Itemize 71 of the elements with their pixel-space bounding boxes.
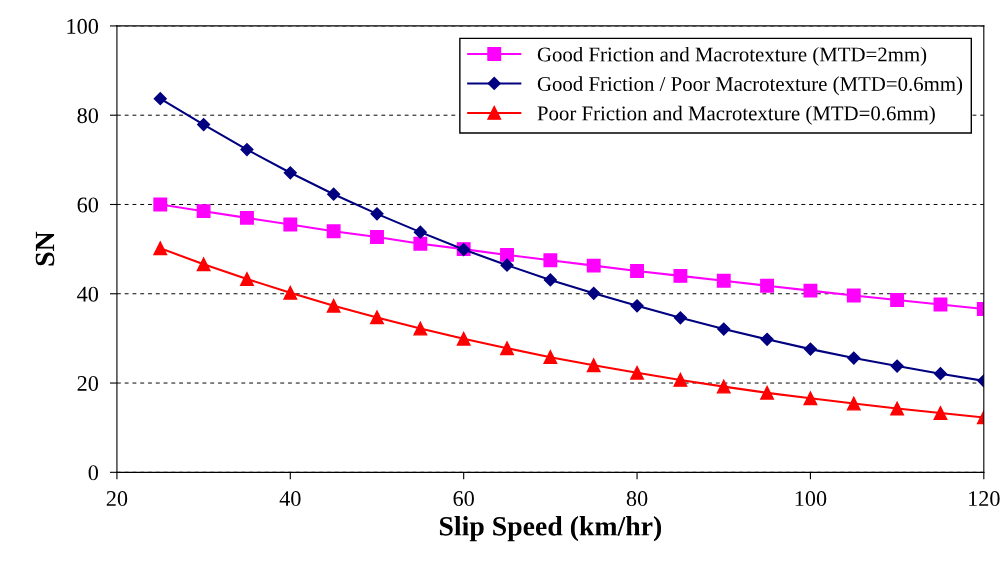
y-tick-label: 20 xyxy=(77,375,99,391)
legend-label: Good Friction and Macrotexture (MTD=2mm) xyxy=(537,46,927,66)
point xyxy=(890,359,904,373)
point xyxy=(413,225,427,239)
point xyxy=(890,401,905,416)
y-tick-label: 100 xyxy=(67,18,99,34)
point xyxy=(673,268,688,283)
point xyxy=(760,278,775,293)
point xyxy=(413,236,428,251)
point xyxy=(370,230,384,245)
point xyxy=(153,197,168,212)
point xyxy=(933,367,948,381)
point xyxy=(197,117,211,132)
point xyxy=(586,258,601,273)
point xyxy=(500,341,514,356)
y-tick-label: 60 xyxy=(77,197,99,213)
point xyxy=(933,406,948,420)
point xyxy=(673,311,687,325)
point xyxy=(716,379,731,394)
point xyxy=(630,299,644,313)
x-tick-label: 40 xyxy=(279,491,301,507)
point xyxy=(890,293,905,307)
point xyxy=(196,257,211,272)
point xyxy=(153,92,167,106)
point xyxy=(283,285,298,300)
point xyxy=(630,365,645,380)
x-tick-label: 80 xyxy=(626,491,648,507)
legend-label: Good Friction / Poor Macrotexture (MTD=0.6mm) xyxy=(537,76,963,96)
y-axis-title: SN xyxy=(35,231,55,266)
point xyxy=(760,385,775,400)
x-tick-label: 120 xyxy=(969,491,1000,507)
point xyxy=(196,204,211,219)
point xyxy=(327,187,341,201)
point xyxy=(803,342,818,356)
point xyxy=(456,331,471,346)
point xyxy=(716,273,731,288)
point xyxy=(673,372,688,387)
point xyxy=(543,273,557,287)
point xyxy=(283,217,298,232)
point xyxy=(153,241,168,256)
point xyxy=(240,142,254,157)
point xyxy=(803,283,818,298)
legend-label: Poor Friction and Macrotexture (MTD=0.6mm) xyxy=(537,105,935,125)
point xyxy=(847,351,861,365)
point xyxy=(803,391,818,406)
point xyxy=(500,258,514,272)
x-tick-label: 60 xyxy=(453,491,474,507)
point xyxy=(630,264,645,278)
y-tick-label: 0 xyxy=(88,465,99,481)
point xyxy=(717,322,731,336)
point xyxy=(326,224,341,239)
point xyxy=(240,272,254,286)
point xyxy=(543,350,558,365)
point xyxy=(326,298,341,313)
point xyxy=(587,286,601,300)
point xyxy=(370,310,384,325)
point xyxy=(283,166,297,180)
y-tick-label: 40 xyxy=(77,286,99,302)
x-tick-label: 20 xyxy=(106,491,128,507)
y-tick-label: 80 xyxy=(77,108,99,124)
point xyxy=(370,207,384,221)
point xyxy=(760,332,774,346)
point xyxy=(500,247,514,262)
point xyxy=(846,396,861,411)
point xyxy=(543,253,558,268)
x-tick-label: 100 xyxy=(795,491,827,507)
point xyxy=(413,321,428,336)
x-axis-title: Slip Speed (km/hr) xyxy=(439,516,662,542)
point xyxy=(240,210,254,225)
point xyxy=(846,288,861,303)
point xyxy=(586,358,601,373)
